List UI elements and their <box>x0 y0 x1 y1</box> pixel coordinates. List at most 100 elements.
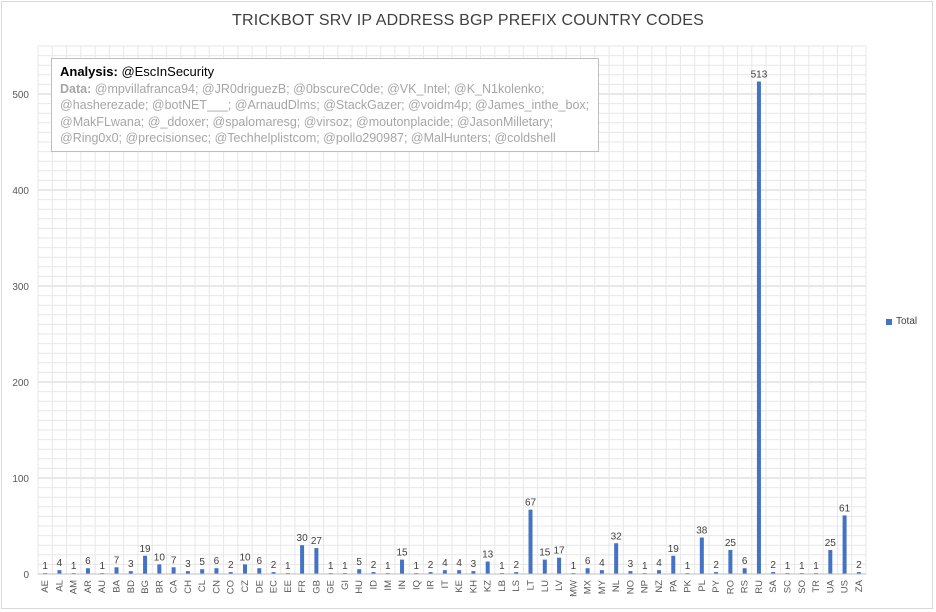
data-label: 15 <box>539 548 551 559</box>
x-tick-label: IR <box>426 580 437 590</box>
data-label: 3 <box>471 559 477 570</box>
x-tick-label: CZ <box>240 580 251 593</box>
x-tick-label: GE <box>326 580 337 594</box>
data-label: 67 <box>525 498 537 509</box>
bar <box>657 570 661 574</box>
data-label: 1 <box>799 561 805 572</box>
data-label: 1 <box>813 561 819 572</box>
data-label: 1 <box>342 561 348 572</box>
x-tick-label: SO <box>797 580 808 594</box>
x-tick-label: DE <box>254 580 265 593</box>
data-label: Data: <box>60 81 92 96</box>
x-tick-label: MX <box>583 579 594 594</box>
data-label: 1 <box>385 561 391 572</box>
data-label: 1 <box>499 561 505 572</box>
data-label: 32 <box>611 531 623 542</box>
bar <box>699 537 704 574</box>
x-tick-label: IQ <box>411 580 422 590</box>
chart-title: TRICKBOT SRV IP ADDRESS BGP PREFIX COUNT… <box>232 12 704 29</box>
y-tick-label: 400 <box>12 186 29 197</box>
x-tick-label: BD <box>126 580 137 593</box>
bar <box>471 571 476 574</box>
analysis-line: Analysis: @EscInSecurity <box>60 64 590 81</box>
x-tick-label: LT <box>526 580 537 591</box>
bar <box>856 572 861 574</box>
x-tick-label: AL <box>54 580 65 592</box>
data-label: 13 <box>482 550 494 561</box>
bar <box>257 568 262 574</box>
x-tick-label: CA <box>169 579 180 593</box>
x-tick-label: IN <box>397 580 408 590</box>
data-label: 3 <box>628 559 634 570</box>
data-label: 3 <box>185 559 191 570</box>
x-tick-label: ZA <box>854 579 865 592</box>
x-tick-label: GI <box>340 580 351 590</box>
bar <box>457 570 462 574</box>
bar <box>371 572 376 574</box>
x-tick-label: LB <box>497 580 508 592</box>
x-tick-label: CH <box>183 580 194 594</box>
bar <box>228 572 233 574</box>
data-label: 27 <box>311 536 323 547</box>
data-label: 6 <box>256 556 262 567</box>
data-label: 6 <box>85 556 91 567</box>
bar <box>185 571 190 574</box>
data-label: 6 <box>585 556 591 567</box>
data-label: 5 <box>199 557 205 568</box>
x-tick-label: TR <box>811 580 822 593</box>
data-label: 2 <box>513 560 519 571</box>
x-tick-label: HU <box>354 580 365 594</box>
bar <box>128 571 133 574</box>
bar <box>143 555 148 574</box>
x-tick-label: LU <box>540 580 551 592</box>
data-value: @mpvillafranca94; @JR0driguezB; @0bscure… <box>60 81 590 146</box>
data-label: 4 <box>656 558 662 569</box>
data-label: 1 <box>328 561 334 572</box>
data-label: 2 <box>428 560 434 571</box>
data-label: 1 <box>42 561 48 572</box>
x-tick-label: CL <box>197 580 208 592</box>
bar <box>514 572 519 574</box>
data-label: 2 <box>770 560 776 571</box>
data-label: 1 <box>642 561 648 572</box>
x-tick-label: UA <box>825 579 836 593</box>
x-tick-label: SC <box>782 580 793 593</box>
data-label: 15 <box>396 548 408 559</box>
x-tick-label: US <box>840 580 851 593</box>
bar <box>300 545 305 574</box>
annotation-box: Analysis: @EscInSecurity Data: @mpvillaf… <box>51 58 599 152</box>
x-tick-label: ID <box>368 580 379 590</box>
bar <box>671 555 676 574</box>
analysis-label: Analysis: <box>60 64 118 79</box>
bar <box>428 572 433 574</box>
bar <box>614 543 619 574</box>
x-tick-label: AU <box>97 580 108 593</box>
x-tick-label: AM <box>69 580 80 594</box>
data-label: 2 <box>228 560 234 571</box>
data-line: Data: @mpvillafranca94; @JR0driguezB; @0… <box>60 81 590 147</box>
data-label: 6 <box>742 556 748 567</box>
bar <box>756 81 761 575</box>
bar <box>400 559 405 574</box>
x-tick-label: KH <box>468 580 479 593</box>
y-tick-label: 200 <box>12 378 29 389</box>
data-label: 6 <box>214 556 220 567</box>
x-tick-label: KE <box>454 580 465 593</box>
x-tick-label: SA <box>768 579 779 592</box>
x-tick-label: RU <box>754 580 765 594</box>
data-label: 1 <box>414 561 420 572</box>
data-label: 2 <box>271 560 277 571</box>
x-tick-label: PA <box>668 579 679 592</box>
data-label: 1 <box>685 561 691 572</box>
bar <box>742 568 747 574</box>
data-label: 2 <box>856 560 862 571</box>
x-tick-label: IM <box>383 580 394 591</box>
data-label: 25 <box>825 538 837 549</box>
bar <box>599 570 604 574</box>
data-label: 2 <box>713 560 719 571</box>
data-label: 30 <box>297 533 309 544</box>
bar <box>57 570 62 574</box>
bar <box>628 571 633 574</box>
x-tick-label: NZ <box>654 580 665 593</box>
